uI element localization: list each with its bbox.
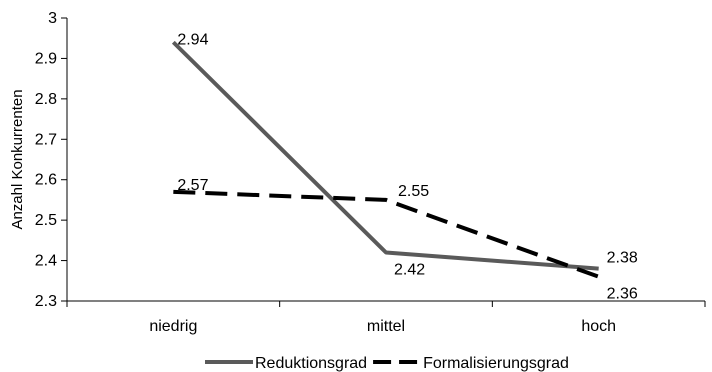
series-lines (171, 40, 600, 279)
y-tick-label: 2.7 (35, 131, 57, 148)
x-axis: niedrig mittel hoch (66, 300, 706, 335)
y-tick-label: 2.4 (35, 253, 57, 270)
data-labels: 2.94 2.42 2.38 2.57 2.55 2.36 (177, 31, 638, 302)
x-tick-label: hoch (581, 318, 616, 335)
y-axis-title: Anzahl Konkurrenten (9, 89, 26, 229)
data-label: 2.42 (394, 261, 425, 278)
data-label: 2.36 (607, 286, 638, 303)
data-label: 2.94 (177, 31, 208, 48)
y-axis: 2.3 2.4 2.5 2.6 2.7 2.8 2.9 3 (35, 10, 68, 310)
y-tick-label: 2.9 (35, 50, 57, 67)
legend-label: Reduktionsgrad (255, 355, 367, 372)
legend-label: Formalisierungsgrad (423, 355, 569, 372)
data-label: 2.55 (398, 183, 429, 200)
y-tick-label: 2.3 (35, 293, 57, 310)
x-tick-label: niedrig (149, 318, 197, 335)
y-tick-label: 2.6 (35, 172, 57, 189)
data-label: 2.38 (607, 250, 638, 267)
y-tick-label: 2.8 (35, 91, 57, 108)
x-tick-label: mittel (367, 318, 405, 335)
y-tick-label: 2.5 (35, 212, 57, 229)
data-label: 2.57 (177, 177, 208, 194)
y-tick-label: 3 (48, 10, 57, 27)
series-line-formalisierungsgrad (173, 189, 600, 279)
legend: Reduktionsgrad Formalisierungsgrad (205, 355, 569, 372)
series-line-reduktionsgrad (171, 40, 599, 271)
